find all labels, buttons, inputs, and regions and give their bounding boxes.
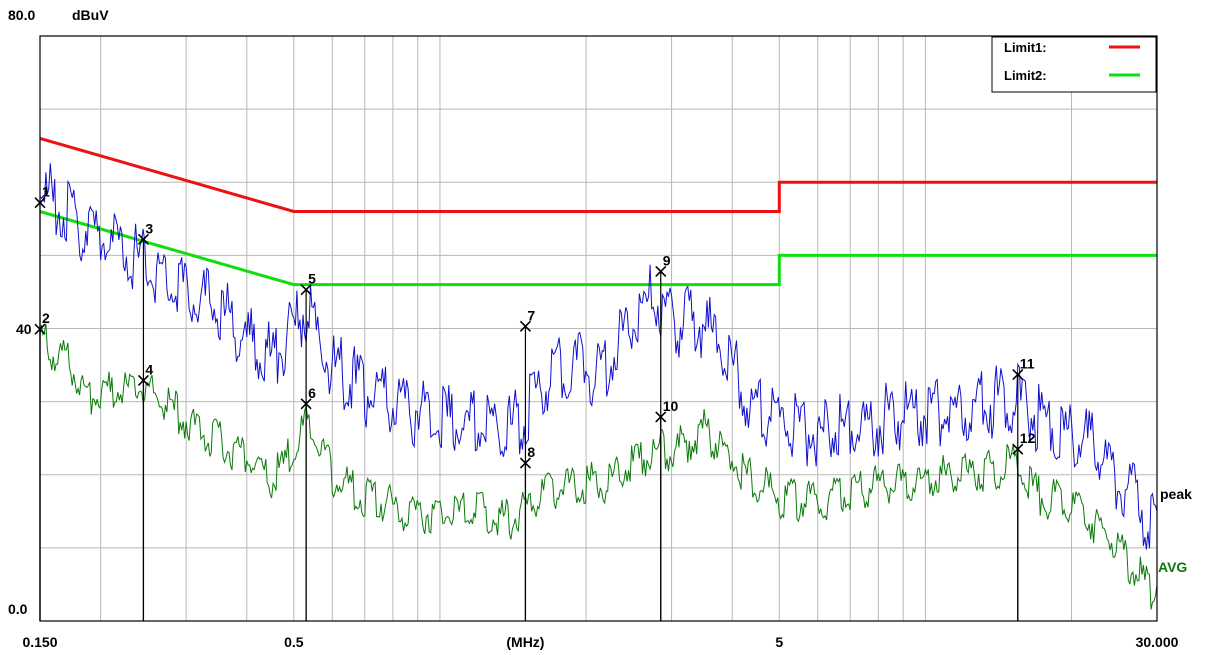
marker-label-3: 3 <box>145 220 153 236</box>
marker-cross-11 <box>1012 369 1024 381</box>
legend-box: Limit1: Limit2: <box>991 36 1157 93</box>
marker-label-2: 2 <box>42 310 50 326</box>
marker-label-12: 12 <box>1020 430 1036 446</box>
marker-cross-3 <box>137 233 149 245</box>
series-end-label-avg: AVG <box>1158 559 1187 575</box>
x-tick-label-1: 0.5 <box>284 634 304 650</box>
x-tick-label-3: 5 <box>775 634 783 650</box>
marker-label-9: 9 <box>663 252 671 268</box>
y-top-label: 80.0 <box>8 7 35 23</box>
marker-label-5: 5 <box>308 271 316 287</box>
marker-label-6: 6 <box>308 385 316 401</box>
legend-label-limit2: Limit2: <box>1004 68 1047 83</box>
series-layer <box>39 136 1158 610</box>
axis-labels: 0.150 0.5 (MHz) 5 30.000 <box>22 634 1178 650</box>
marker-label-11: 11 <box>1020 356 1035 372</box>
marker-cross-6 <box>300 398 312 410</box>
marker-label-8: 8 <box>527 444 535 460</box>
marker-cross-10 <box>655 411 667 423</box>
x-tick-label-0: 0.150 <box>22 634 57 650</box>
series-line-limit1 <box>39 136 1157 213</box>
marker-cross-4 <box>137 374 149 386</box>
marker-cross-5 <box>300 284 312 296</box>
marker-label-7: 7 <box>527 307 535 323</box>
plot-frame <box>39 35 1158 622</box>
legend-label-limit1: Limit1: <box>1004 40 1047 55</box>
series-line-avg <box>39 323 1158 610</box>
y-mid-label: 40 <box>16 321 32 337</box>
x-tick-label-4: 30.000 <box>1136 634 1179 650</box>
y-unit-label: dBuV <box>72 7 109 23</box>
marker-cross-7 <box>519 320 532 332</box>
series-end-label-peak: peak <box>1160 486 1192 502</box>
marker-cross-8 <box>519 457 532 469</box>
marker-label-4: 4 <box>145 361 153 377</box>
marker-label-1: 1 <box>42 184 50 200</box>
marker-label-10: 10 <box>663 398 679 414</box>
series-line-limit2 <box>39 210 1157 287</box>
grid-lines <box>40 36 1157 621</box>
series-line-peak <box>39 163 1158 550</box>
y-bottom-label: 0.0 <box>8 601 28 617</box>
x-tick-label-2: (MHz) <box>506 634 544 650</box>
marker-cross-12 <box>1012 443 1024 455</box>
marker-cross-9 <box>655 265 667 278</box>
